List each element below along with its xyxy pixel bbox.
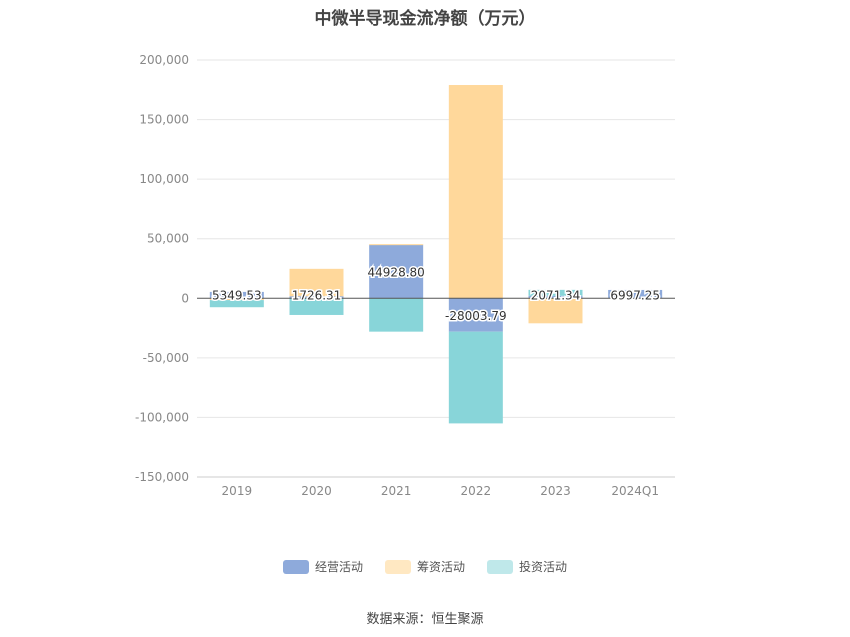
x-tick-label: 2020 bbox=[301, 484, 332, 498]
bar-0-2024Q1 bbox=[608, 289, 663, 299]
bar-1-2022 bbox=[448, 85, 503, 299]
legend-swatch-financing bbox=[384, 559, 411, 574]
bar-0-2020 bbox=[289, 296, 344, 299]
bar-0-2022 bbox=[448, 298, 503, 332]
y-tick-label: 0 bbox=[181, 291, 189, 305]
y-tick-label: -50,000 bbox=[143, 351, 189, 365]
legend: 经营活动 筹资活动 投资活动 bbox=[0, 558, 850, 575]
y-tick-label: -150,000 bbox=[135, 470, 189, 484]
data-source: 数据来源：恒生聚源 bbox=[366, 612, 484, 627]
bar-1-2023 bbox=[528, 298, 583, 324]
bar-2-2023 bbox=[528, 289, 583, 296]
bar-0-2023 bbox=[528, 295, 583, 299]
legend-item-operating[interactable]: 经营活动 bbox=[282, 558, 363, 575]
x-tick-label: 2021 bbox=[381, 484, 412, 498]
bar-1-2019 bbox=[209, 298, 264, 301]
bar-2-2021 bbox=[369, 298, 424, 332]
x-tick-label: 2024Q1 bbox=[611, 484, 659, 498]
x-tick-label: 2023 bbox=[540, 484, 571, 498]
legend-item-financing[interactable]: 筹资活动 bbox=[384, 558, 465, 575]
y-axis: 200,000 150,000 100,000 50,000 0 -50,000 -100,… bbox=[135, 53, 189, 484]
y-tick-label: 200,000 bbox=[139, 53, 189, 67]
x-tick-label: 2019 bbox=[222, 484, 253, 498]
legend-label-operating: 经营活动 bbox=[314, 560, 363, 574]
y-tick-label: 150,000 bbox=[139, 113, 189, 127]
y-tick-label: 50,000 bbox=[147, 232, 189, 246]
bar-0-2019 bbox=[209, 291, 264, 299]
legend-swatch-investing bbox=[487, 559, 513, 574]
legend-item-investing[interactable]: 投资活动 bbox=[487, 558, 567, 575]
legend-label-investing: 投资活动 bbox=[519, 560, 568, 574]
bars bbox=[209, 85, 663, 424]
x-tick-label: 2022 bbox=[461, 484, 492, 498]
grid-lines bbox=[197, 59, 675, 478]
bar-2-2020 bbox=[289, 298, 344, 315]
y-tick-label: 100,000 bbox=[139, 172, 189, 186]
chart-title: 中微半导现金流净额（万元） bbox=[314, 9, 536, 29]
data-label: 1726.31 bbox=[292, 288, 342, 302]
legend-swatch-operating bbox=[282, 559, 309, 574]
data-label: 5349.53 bbox=[212, 288, 262, 302]
bar-0-2021 bbox=[369, 244, 424, 299]
x-axis: 2019 2020 2021 2022 2023 2024Q1 bbox=[197, 476, 675, 498]
data-label: 44928.80 bbox=[368, 266, 425, 280]
bar-1-2020 bbox=[289, 268, 344, 297]
bar-2-2019 bbox=[209, 300, 264, 308]
data-label: 2071.34 bbox=[531, 288, 581, 302]
bar-1-2021 bbox=[369, 244, 424, 246]
legend-label-financing: 筹资活动 bbox=[416, 560, 465, 574]
data-labels: 5349.53 1726.31 44928.80 -28003.79 2071.34 69… bbox=[211, 264, 662, 324]
y-tick-label: -100,000 bbox=[135, 410, 189, 424]
data-label: 6997.25 bbox=[610, 288, 660, 302]
bar-2-2022 bbox=[448, 331, 503, 424]
data-label: -28003.79 bbox=[445, 309, 507, 323]
